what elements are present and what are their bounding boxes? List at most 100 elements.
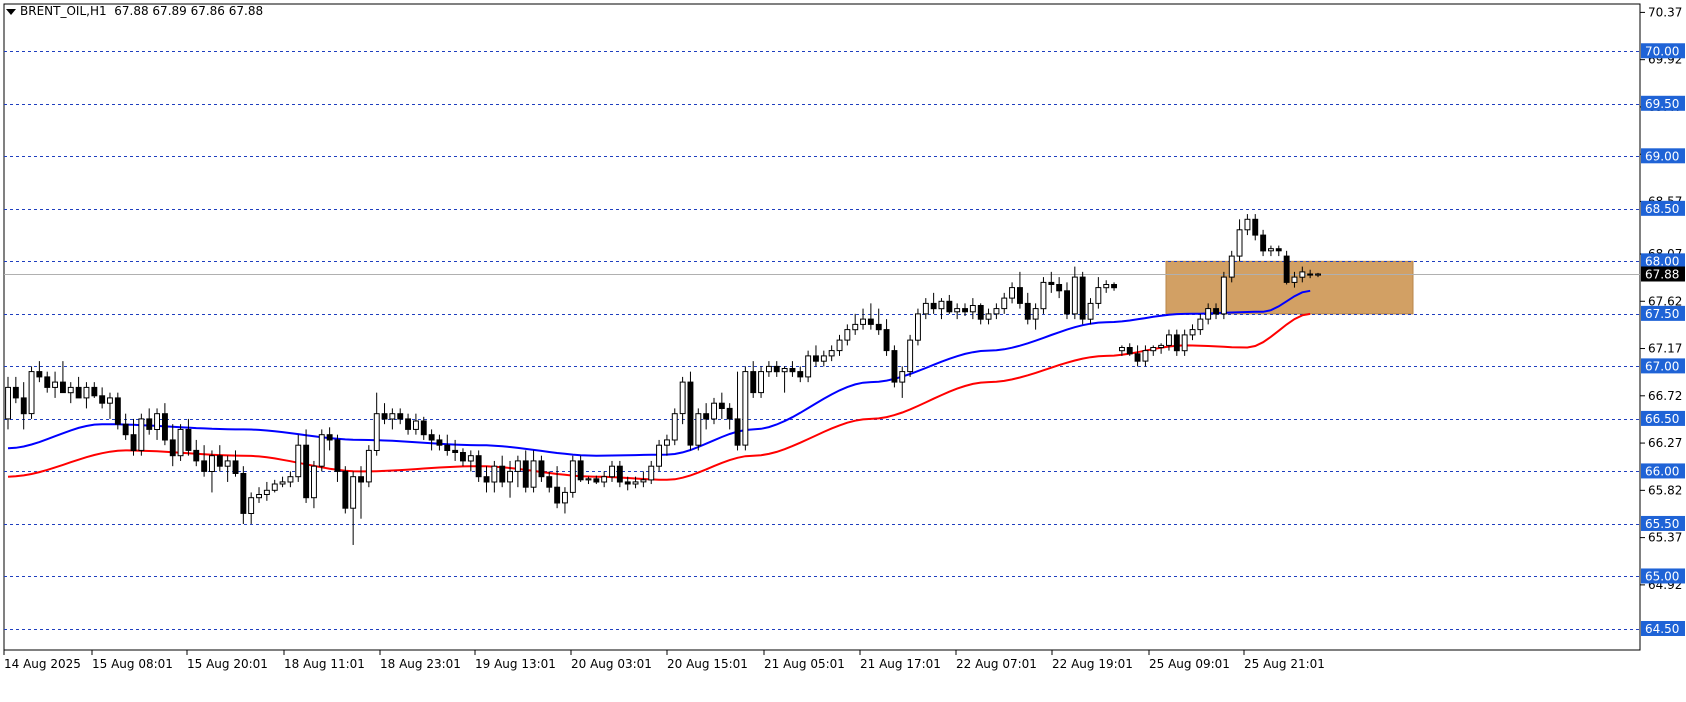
candle-body [1252, 218, 1259, 236]
ema-slow-line [7, 312, 1311, 481]
level-label-box [1641, 463, 1685, 479]
x-tick-label: 20 Aug 15:01 [667, 657, 748, 671]
candle-body [1299, 271, 1306, 278]
candle-body [5, 386, 11, 420]
candle-body [805, 355, 812, 378]
candle-body [12, 386, 19, 399]
current-price-box [1641, 266, 1685, 282]
x-tick-label: 21 Aug 05:01 [764, 657, 845, 671]
x-tick-label: 15 Aug 20:01 [187, 657, 268, 671]
candle-body [1095, 287, 1102, 304]
candle-body [1291, 276, 1298, 283]
candle-body [36, 371, 43, 378]
candle-body [28, 371, 35, 415]
candle-body [452, 449, 459, 453]
ohlc-values: 67.88 67.89 67.86 67.88 [114, 4, 264, 18]
candle-body [1236, 229, 1243, 257]
candle-body [397, 413, 404, 420]
candle-body [1111, 284, 1117, 289]
ema-fast-line [7, 289, 1311, 457]
candle-body [209, 455, 215, 473]
candle-body [554, 486, 561, 504]
candle-body [1197, 318, 1204, 331]
candle-body [546, 476, 553, 488]
candle-body [915, 313, 921, 341]
candle-body [475, 455, 482, 478]
x-tick-label: 25 Aug 21:01 [1244, 657, 1325, 671]
candle-body [311, 465, 317, 499]
candle-body [1268, 248, 1274, 252]
candle-body [577, 460, 584, 481]
candle-body [303, 444, 310, 499]
y-tick-label: 66.72 [1648, 389, 1682, 403]
candle-body [781, 368, 788, 373]
candle-body [1275, 248, 1282, 252]
level-label-box [1641, 305, 1685, 321]
level-label: 67.50 [1645, 307, 1679, 321]
candle-body [1126, 347, 1133, 355]
plot-frame [3, 3, 1641, 651]
candle-body [91, 386, 98, 397]
candle-body [726, 407, 733, 420]
candle-body [946, 300, 953, 313]
candle-body [1071, 276, 1078, 315]
candle-body [389, 413, 396, 420]
candle-body [381, 413, 388, 420]
candle-body [656, 444, 662, 467]
candle-body [185, 428, 192, 451]
candle-body [867, 318, 874, 325]
candle-body [1017, 287, 1023, 304]
candle-body [146, 418, 153, 430]
candle-body [342, 470, 349, 509]
level-label: 65.00 [1645, 569, 1679, 583]
candle-body [365, 449, 372, 483]
chart-header: BRENT_OIL,H1 67.88 67.89 67.86 67.88 [6, 4, 263, 18]
level-label-box [1641, 515, 1685, 531]
candle-body [1064, 290, 1070, 315]
candle-body [569, 460, 576, 493]
candle-body [177, 428, 184, 457]
candle-body [1079, 276, 1086, 320]
x-tick-label: 18 Aug 23:01 [380, 657, 461, 671]
candle-body [1244, 218, 1251, 231]
candle-body [766, 365, 772, 373]
candle-body [593, 478, 600, 483]
triangle-down-icon[interactable] [6, 8, 16, 15]
x-tick-label: 14 Aug 2025 [4, 657, 81, 671]
candle-body [922, 302, 929, 315]
candle-body [648, 465, 655, 481]
candle-body [585, 478, 592, 481]
candle-body [891, 350, 898, 383]
level-label-box [1641, 568, 1685, 584]
y-tick-label: 67.62 [1648, 294, 1682, 308]
candle-body [1181, 334, 1188, 352]
candle-body [193, 449, 200, 462]
candle-body [138, 418, 145, 451]
candle-body [1040, 281, 1047, 310]
candle-body [75, 386, 82, 399]
candle-body [420, 420, 427, 436]
level-label-box [1641, 358, 1685, 374]
candle-body [436, 439, 443, 446]
candle-body [1048, 281, 1055, 285]
candle-body [601, 476, 608, 483]
candle-body [1024, 302, 1031, 320]
candle-body [1142, 350, 1149, 362]
candle-body [954, 308, 961, 313]
candle-body [20, 397, 27, 415]
y-tick-label: 65.82 [1648, 483, 1682, 497]
candle-body [334, 439, 341, 472]
level-label-box [1641, 410, 1685, 426]
candle-body [609, 465, 615, 478]
level-label: 65.50 [1645, 517, 1679, 531]
candle-body [1220, 276, 1227, 315]
y-tick-label: 65.37 [1648, 531, 1682, 545]
candle-body [742, 371, 749, 446]
level-label: 67.00 [1645, 359, 1679, 373]
candle-body [852, 323, 859, 331]
candle-body [624, 481, 631, 485]
candle-body [44, 376, 51, 388]
candle-body [664, 439, 670, 446]
candle-body [240, 473, 247, 514]
